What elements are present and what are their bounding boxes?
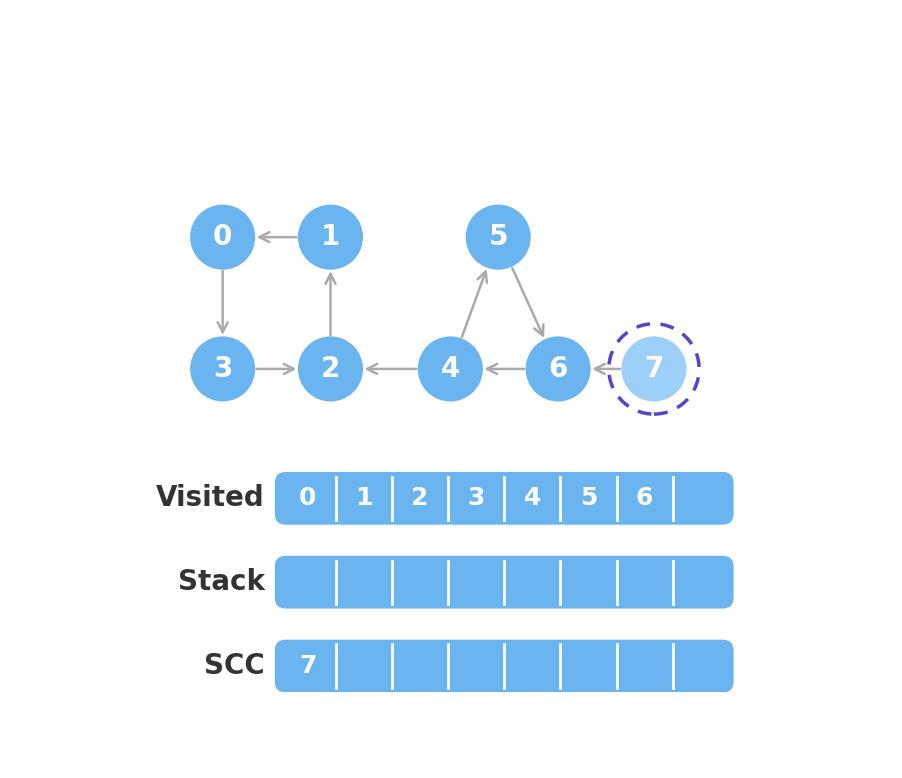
FancyBboxPatch shape [275,472,733,524]
Text: 0: 0 [299,486,317,510]
Text: 2: 2 [411,486,428,510]
Text: 4: 4 [523,486,541,510]
Text: 3: 3 [213,355,233,383]
Text: 6: 6 [548,355,568,383]
FancyBboxPatch shape [275,555,733,608]
Text: 5: 5 [580,486,597,510]
Text: 3: 3 [467,486,484,510]
Text: 7: 7 [299,654,317,678]
Text: 1: 1 [355,486,373,510]
Text: SCC: SCC [204,652,264,680]
Text: 1: 1 [321,223,340,251]
Text: 2: 2 [321,355,340,383]
Circle shape [299,206,362,268]
Text: 5: 5 [489,223,508,251]
Text: 4: 4 [440,355,460,383]
Text: Stack: Stack [178,568,264,596]
Text: 0: 0 [213,223,233,251]
Text: 7: 7 [644,355,664,383]
Text: 6: 6 [636,486,653,510]
Circle shape [419,338,482,400]
Circle shape [467,206,529,268]
Circle shape [191,206,253,268]
Circle shape [622,338,686,400]
Circle shape [527,338,589,400]
Text: Visited: Visited [156,485,264,513]
Circle shape [191,338,253,400]
Circle shape [299,338,362,400]
FancyBboxPatch shape [275,640,733,692]
